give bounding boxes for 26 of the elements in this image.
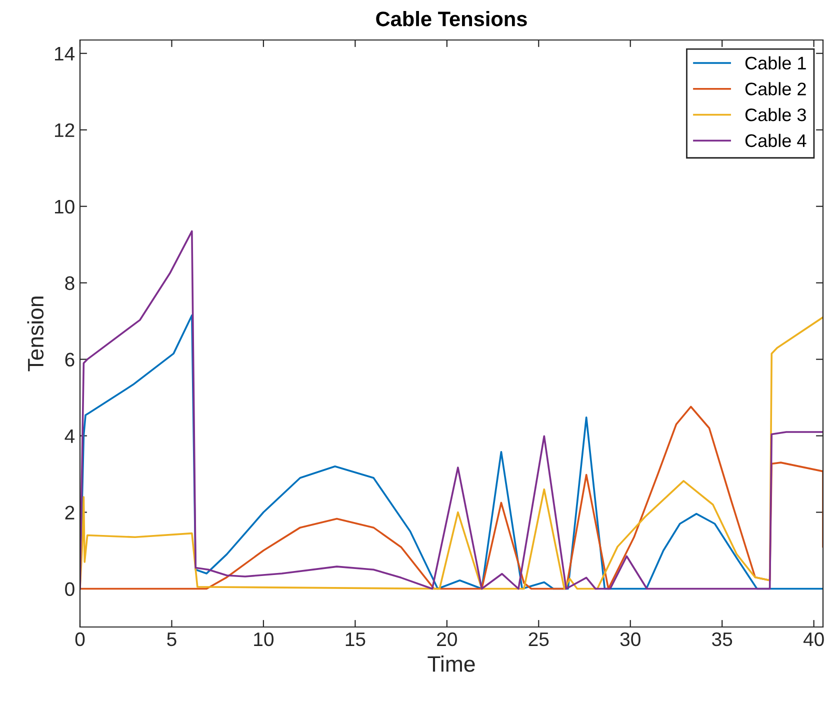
line-series xyxy=(80,406,823,590)
y-tick-label: 12 xyxy=(54,123,74,137)
legend-label: Cable 3 xyxy=(745,108,806,122)
y-tick-label: 14 xyxy=(54,47,75,60)
y-axis-title: Tension xyxy=(27,296,44,372)
x-tick-label: 20 xyxy=(437,632,457,646)
x-tick-label: 0 xyxy=(75,632,85,646)
x-axis-title: Time xyxy=(428,656,475,672)
y-tick-label: 6 xyxy=(65,352,74,367)
x-tick-label: 5 xyxy=(167,632,176,646)
y-tick-label: 10 xyxy=(54,200,74,214)
x-tick-label: 15 xyxy=(346,632,366,646)
legend-label: Cable 1 xyxy=(745,56,806,70)
line-series xyxy=(80,230,823,590)
x-tick-label: 25 xyxy=(528,632,549,646)
y-tick-label: 8 xyxy=(65,276,74,290)
x-tick-label: 40 xyxy=(803,632,824,646)
x-tick-label: 10 xyxy=(254,632,274,646)
y-tick-label: 2 xyxy=(65,506,74,520)
chart-title: Cable Tensions xyxy=(376,11,527,26)
legend-label: Cable 4 xyxy=(745,134,806,148)
legend-label: Cable 2 xyxy=(745,82,806,96)
y-tick-label: 4 xyxy=(64,429,75,443)
x-tick-label: 30 xyxy=(620,632,640,646)
y-tick-label: 0 xyxy=(65,582,74,596)
x-tick-label: 35 xyxy=(712,632,732,646)
